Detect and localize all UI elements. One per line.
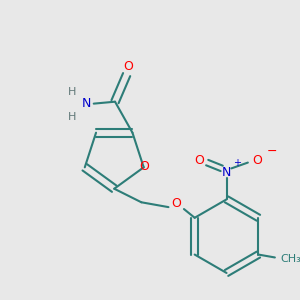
- Text: −: −: [266, 145, 277, 158]
- Text: H: H: [68, 112, 76, 122]
- Text: O: O: [124, 60, 134, 73]
- Text: O: O: [171, 197, 181, 210]
- Text: N: N: [81, 97, 91, 110]
- Text: O: O: [140, 160, 150, 173]
- Text: N: N: [222, 166, 231, 179]
- Text: O: O: [253, 154, 262, 167]
- Text: CH₃: CH₃: [280, 254, 300, 264]
- Text: O: O: [194, 154, 204, 167]
- Text: H: H: [68, 87, 76, 97]
- Text: +: +: [233, 158, 241, 169]
